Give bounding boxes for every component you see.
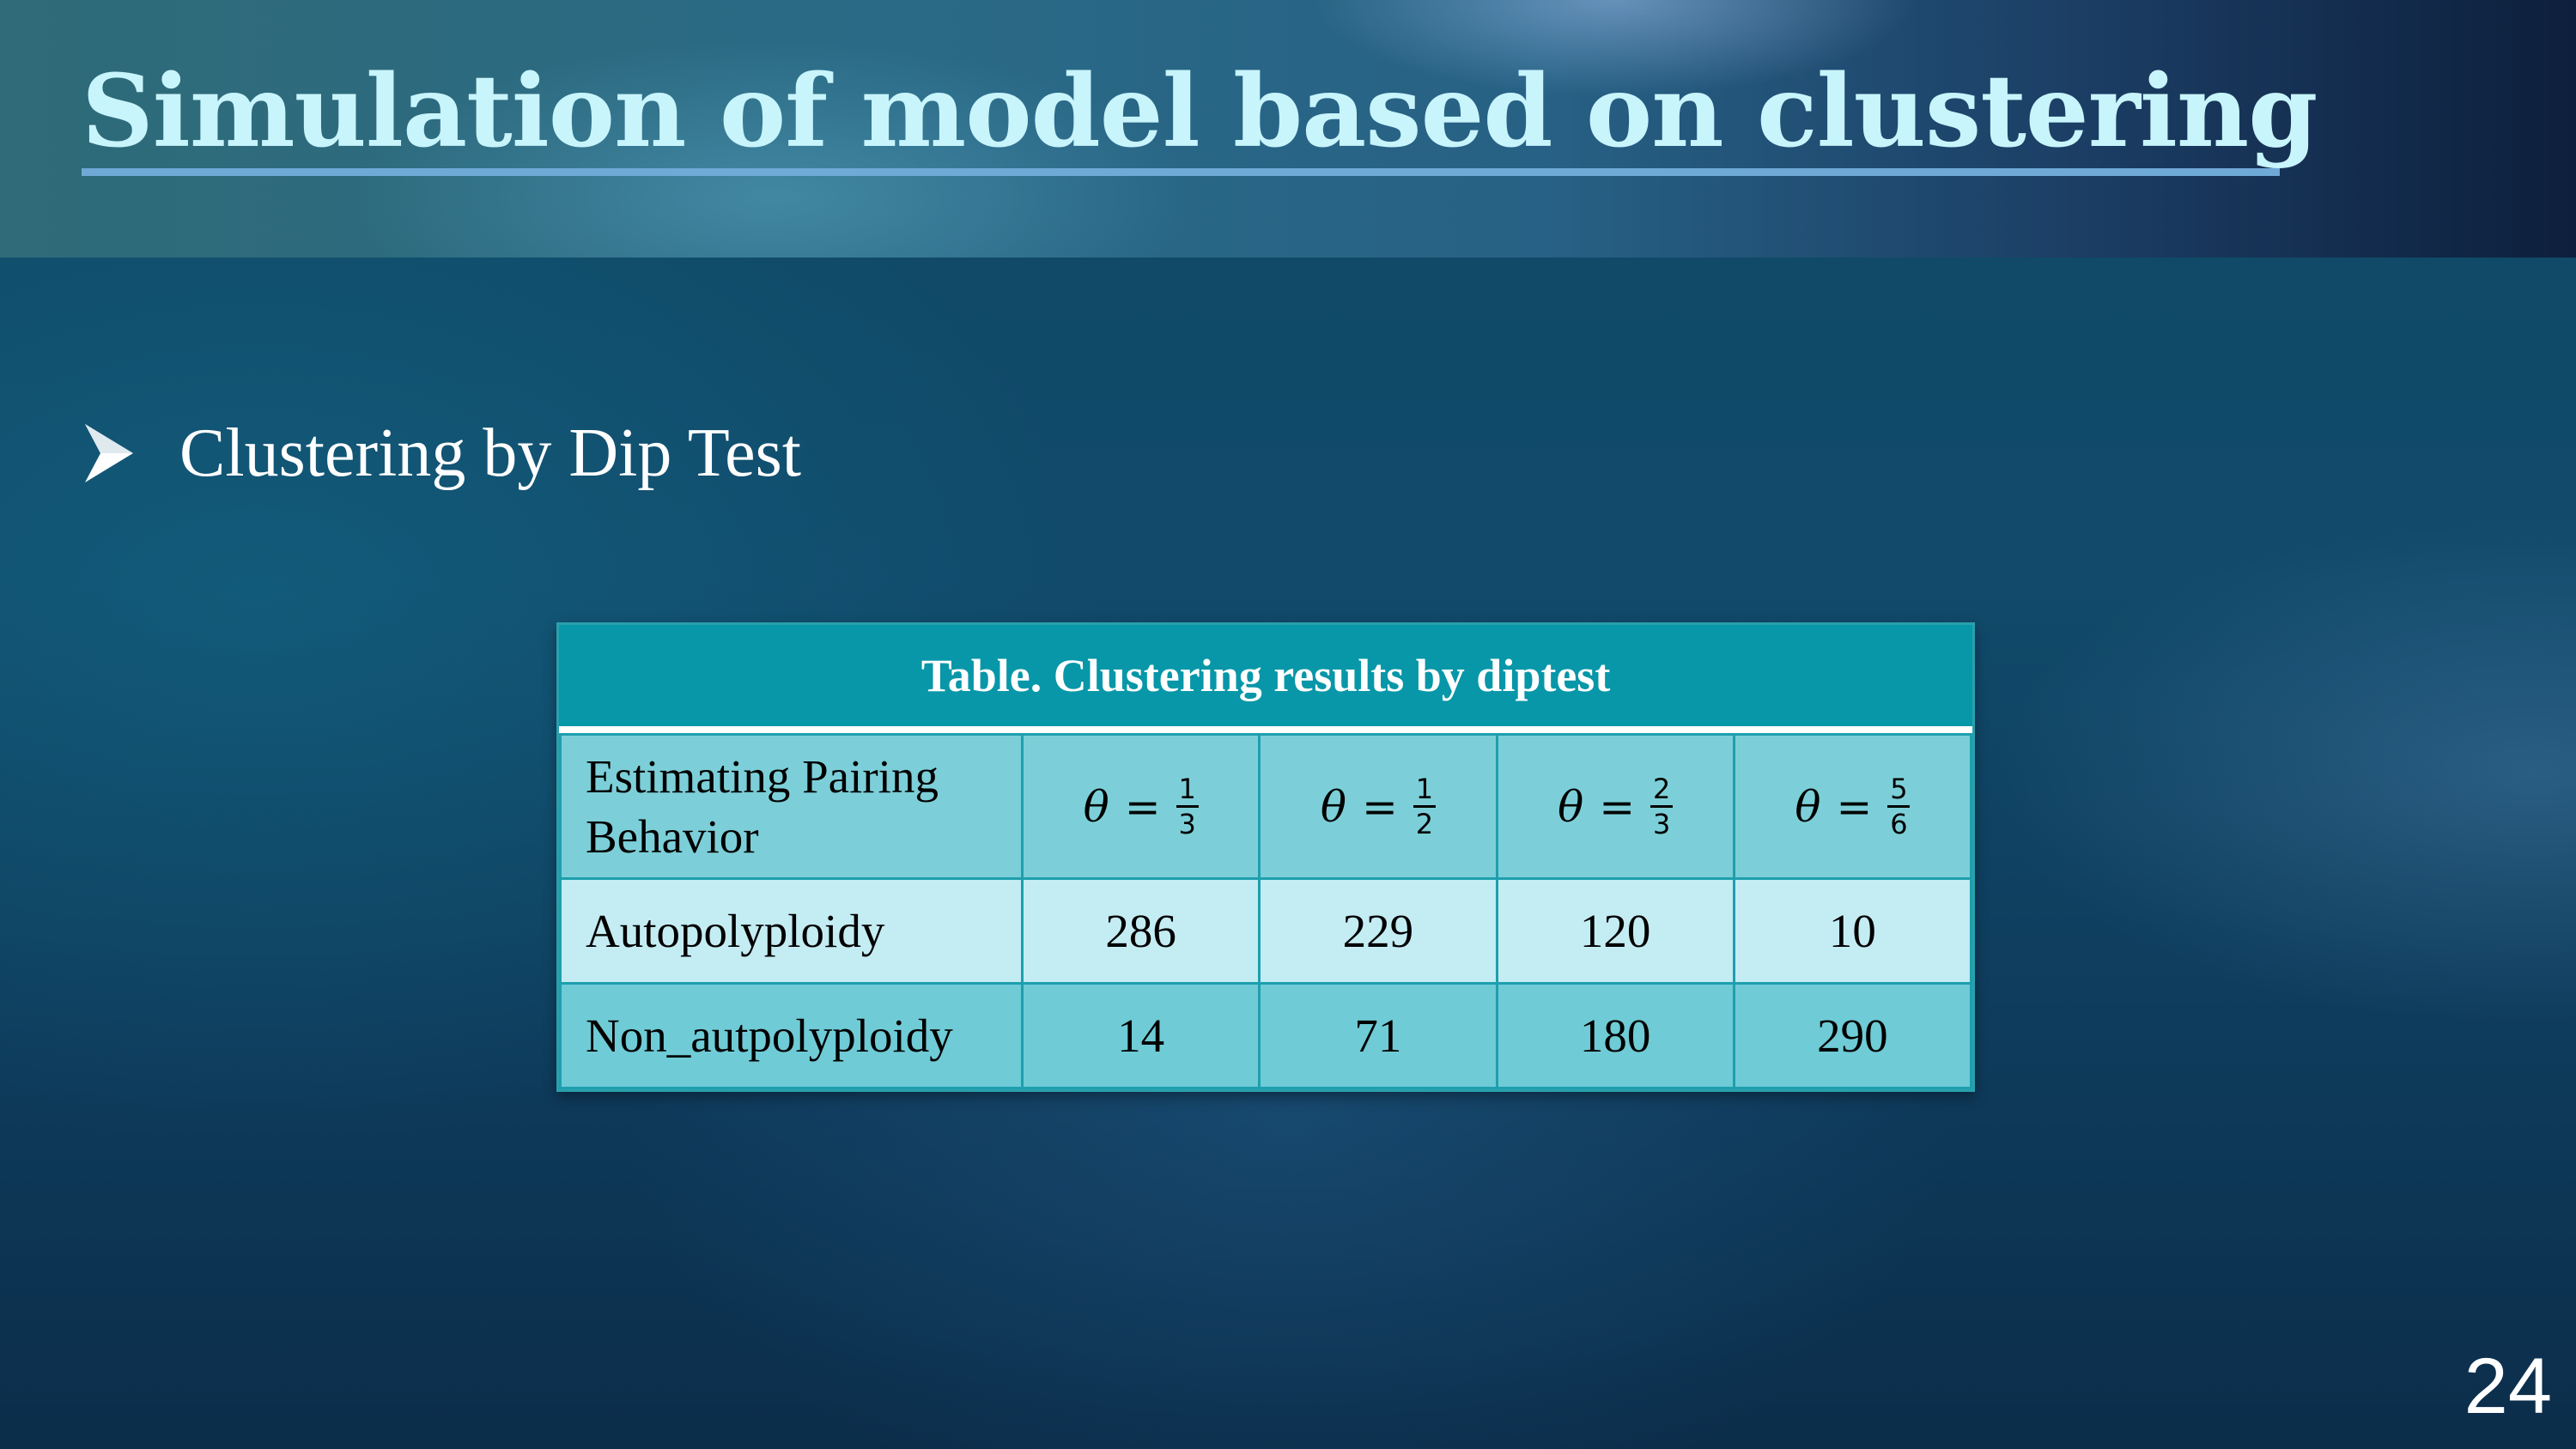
fraction: 5 6 — [1887, 773, 1911, 840]
numerator: 2 — [1652, 773, 1671, 805]
title-underline — [82, 168, 2280, 176]
equals-sign: = — [1836, 781, 1873, 832]
fraction: 2 3 — [1650, 773, 1674, 840]
denominator: 3 — [1178, 808, 1196, 840]
fraction-bar — [1650, 805, 1674, 808]
theta-symbol: θ — [1320, 781, 1346, 832]
header-theta-1-2: θ = 1 2 — [1258, 733, 1498, 880]
table-cell: 120 — [1495, 877, 1735, 985]
table-cell: 71 — [1258, 982, 1498, 1089]
table-caption: Table. Clustering results by diptest — [559, 625, 1972, 733]
results-grid: Estimating Pairing Behavior θ = 1 3 θ = — [559, 733, 1973, 1089]
row-label: Autopolyploidy — [559, 877, 1024, 985]
denominator: 3 — [1652, 808, 1671, 840]
theta-symbol: θ — [1558, 781, 1584, 832]
table-cell: 10 — [1732, 877, 1973, 985]
title-bar — [0, 0, 2576, 258]
table-cell: 286 — [1020, 877, 1261, 985]
row-label: Non_autpolyploidy — [559, 982, 1024, 1089]
theta-symbol: θ — [1083, 781, 1109, 832]
equals-sign: = — [1361, 781, 1398, 832]
header-theta-1-3: θ = 1 3 — [1020, 733, 1261, 880]
numerator: 1 — [1415, 773, 1434, 805]
fraction-bar — [1176, 805, 1199, 808]
table-row-autopolyploidy: Autopolyploidy 286 229 120 10 — [559, 877, 1973, 985]
table-cell: 290 — [1732, 982, 1973, 1089]
table-cell: 180 — [1495, 982, 1735, 1089]
denominator: 2 — [1415, 808, 1434, 840]
table-row-non-autpolyploidy: Non_autpolyploidy 14 71 180 290 — [559, 982, 1973, 1089]
bullet-item: Clustering by Dip Test — [82, 410, 801, 496]
denominator: 6 — [1890, 808, 1908, 840]
header-row-label: Estimating Pairing Behavior — [559, 733, 1024, 880]
table-header-row: Estimating Pairing Behavior θ = 1 3 θ = — [559, 733, 1973, 880]
table-cell: 14 — [1020, 982, 1261, 1089]
arrowhead-bullet-icon — [85, 424, 133, 482]
equals-sign: = — [1124, 781, 1161, 832]
table-cell: 229 — [1258, 877, 1498, 985]
fraction: 1 3 — [1176, 773, 1199, 840]
slide-title: Simulation of model based on clustering — [82, 53, 2318, 170]
numerator: 5 — [1890, 773, 1908, 805]
header-theta-2-3: θ = 2 3 — [1495, 733, 1735, 880]
numerator: 1 — [1178, 773, 1196, 805]
fraction: 1 2 — [1413, 773, 1436, 840]
bullet-text: Clustering by Dip Test — [179, 415, 802, 491]
equals-sign: = — [1599, 781, 1636, 832]
header-theta-5-6: θ = 5 6 — [1732, 733, 1973, 880]
results-table: Table. Clustering results by diptest Est… — [556, 622, 1975, 1092]
fraction-bar — [1413, 805, 1436, 808]
theta-symbol: θ — [1795, 781, 1821, 832]
fraction-bar — [1887, 805, 1911, 808]
page-number: 24 — [2464, 1343, 2552, 1430]
